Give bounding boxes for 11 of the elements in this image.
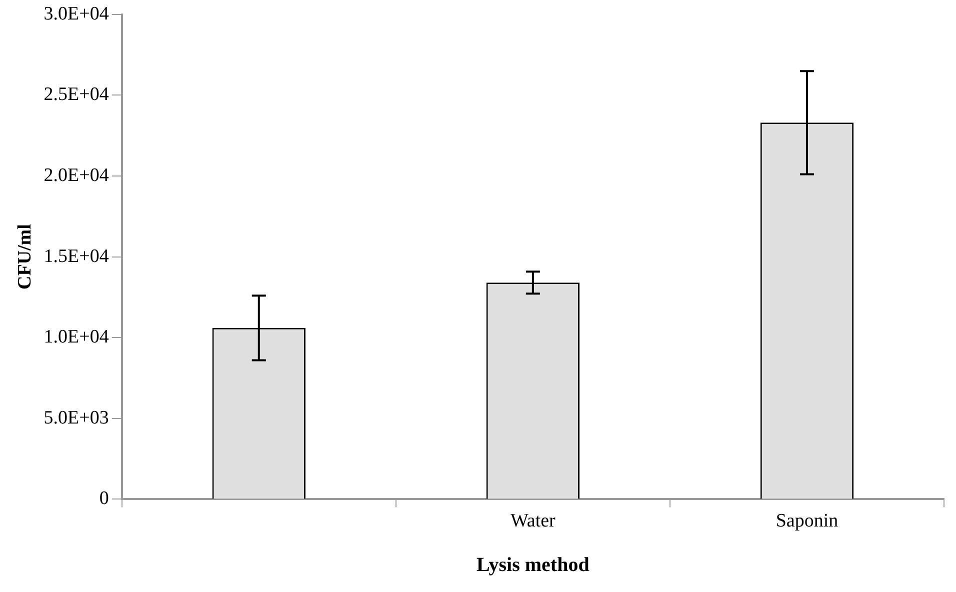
x-tick-label: Water [510,510,556,532]
y-tick-label: 1.5E+04 [44,246,110,267]
y-tick-label: 5.0E+03 [44,407,109,428]
x-axis-title: Lysis method [476,554,590,576]
y-tick-label: 0 [99,488,109,510]
y-axis-title: CFU/ml [14,224,36,290]
y-tick-label: 2.0E+04 [44,164,110,186]
y-tick-label: 2.5E+04 [44,84,110,106]
x-tick-label: Saponin [776,510,839,532]
y-tick-label: 3.0E+04 [44,3,110,24]
y-tick-label: 1.0E+04 [44,326,110,348]
